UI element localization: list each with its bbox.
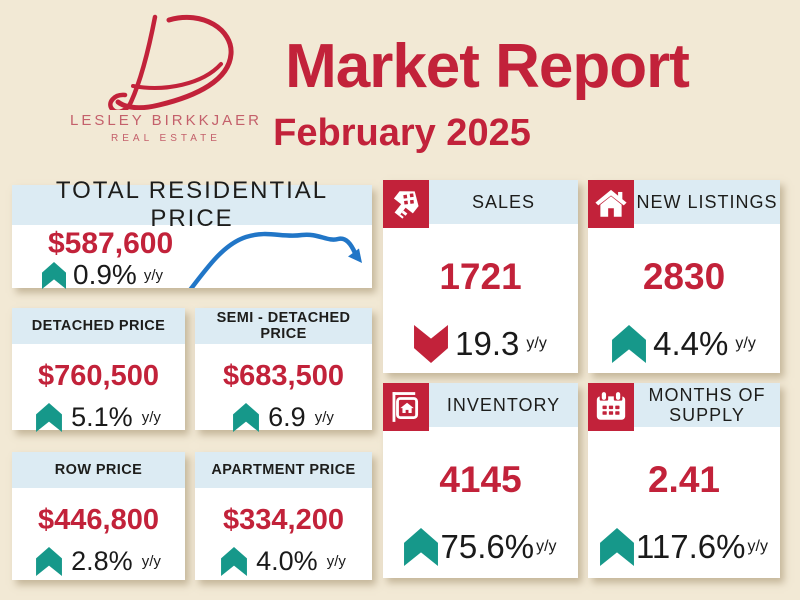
price-value: $334,200 [223, 504, 344, 536]
change-value: 4.4% [653, 325, 729, 362]
change-value: 5.1% [71, 402, 133, 432]
change-row: 0.9% y/y [42, 259, 163, 291]
brand-logo: LESLEY BIRKKJAER REAL ESTATE [52, 14, 280, 144]
yoy-label: y/y [735, 335, 756, 352]
change-value: 19.3 [455, 325, 520, 362]
change-row: 75.6% y/y [383, 528, 578, 566]
up-arrow-icon [404, 528, 439, 566]
yoy-label: y/y [747, 538, 768, 555]
yoy-label: y/y [326, 553, 346, 570]
up-arrow-icon [600, 528, 634, 566]
change-value: 2.8% [71, 546, 133, 576]
up-arrow-icon [36, 403, 63, 432]
stat-value: 2830 [642, 256, 726, 297]
row-price-card: ROW PRICE $446,800 2.8% y/y [12, 452, 185, 580]
house-icon [588, 180, 634, 228]
trend-arrowhead [348, 248, 362, 263]
heart-logo-icon [108, 14, 234, 110]
up-arrow-icon [42, 261, 66, 289]
up-arrow-icon [233, 403, 260, 432]
up-arrow-icon [221, 547, 248, 576]
yoy-label: y/y [526, 335, 547, 352]
brand-name: LESLEY BIRKKJAER [70, 112, 262, 129]
total-residential-price-card: TOTAL RESIDENTIAL PRICE $587,600 0.9% y/… [12, 177, 372, 291]
apartment-price-card: APARTMENT PRICE $334,200 4.0% y/y [195, 452, 372, 580]
yoy-label: y/y [536, 538, 557, 555]
change-row: 6.9 y/y [195, 402, 372, 433]
card-title: ROW PRICE [12, 452, 185, 488]
change-value: 117.6% [636, 528, 746, 565]
up-arrow-icon [612, 325, 647, 363]
down-arrow-icon [414, 325, 449, 363]
months-of-supply-card: MONTHS OF SUPPLY 2.41 117.6% y/y [588, 383, 780, 578]
stat-value: 1721 [439, 256, 522, 297]
card-title: DETACHED PRICE [12, 308, 185, 344]
price-value: $760,500 [38, 360, 159, 392]
inventory-card: INVENTORY 4145 75.6% y/y [383, 383, 578, 578]
key-icon [383, 180, 429, 228]
stat-value: 2.41 [647, 459, 720, 500]
page-subtitle: February 2025 [273, 112, 531, 154]
page-title: Market Report [285, 32, 690, 101]
change-value: 0.9% [73, 259, 137, 290]
total-price-value: $587,600 [48, 227, 174, 260]
stat-value: 4145 [439, 459, 522, 500]
yoy-label: y/y [314, 409, 334, 426]
semi-detached-price-card: SEMI - DETACHED PRICE $683,500 6.9 y/y [195, 308, 372, 433]
change-row: 2.8% y/y [12, 546, 185, 577]
change-row: 117.6% y/y [588, 528, 780, 566]
yoy-label: y/y [141, 553, 161, 570]
calendar-icon [588, 383, 634, 431]
trend-line-chart [188, 231, 362, 288]
card-body: $587,600 0.9% y/y [12, 225, 372, 291]
yoy-label: y/y [141, 409, 161, 426]
price-value: $446,800 [38, 504, 159, 536]
change-row: 19.3 y/y [383, 325, 578, 363]
sign-icon [383, 383, 429, 431]
card-title: TOTAL RESIDENTIAL PRICE [12, 177, 372, 232]
change-value: 6.9 [268, 402, 306, 432]
sales-card: SALES 1721 19.3 y/y [383, 180, 578, 373]
change-row: 5.1% y/y [12, 402, 185, 433]
card-title: APARTMENT PRICE [195, 452, 372, 488]
change-value: 4.0% [256, 546, 318, 576]
card-title: SEMI - DETACHED PRICE [195, 308, 372, 344]
brand-tagline: REAL ESTATE [111, 133, 221, 144]
change-row: 4.0% y/y [195, 546, 372, 577]
yoy-label: y/y [143, 266, 163, 284]
change-row: 4.4% y/y [588, 325, 780, 363]
detached-price-card: DETACHED PRICE $760,500 5.1% y/y [12, 308, 185, 433]
up-arrow-icon [36, 547, 63, 576]
price-value: $683,500 [223, 360, 344, 392]
change-value: 75.6% [440, 528, 535, 565]
new-listings-card: NEW LISTINGS 2830 4.4% y/y [588, 180, 780, 373]
